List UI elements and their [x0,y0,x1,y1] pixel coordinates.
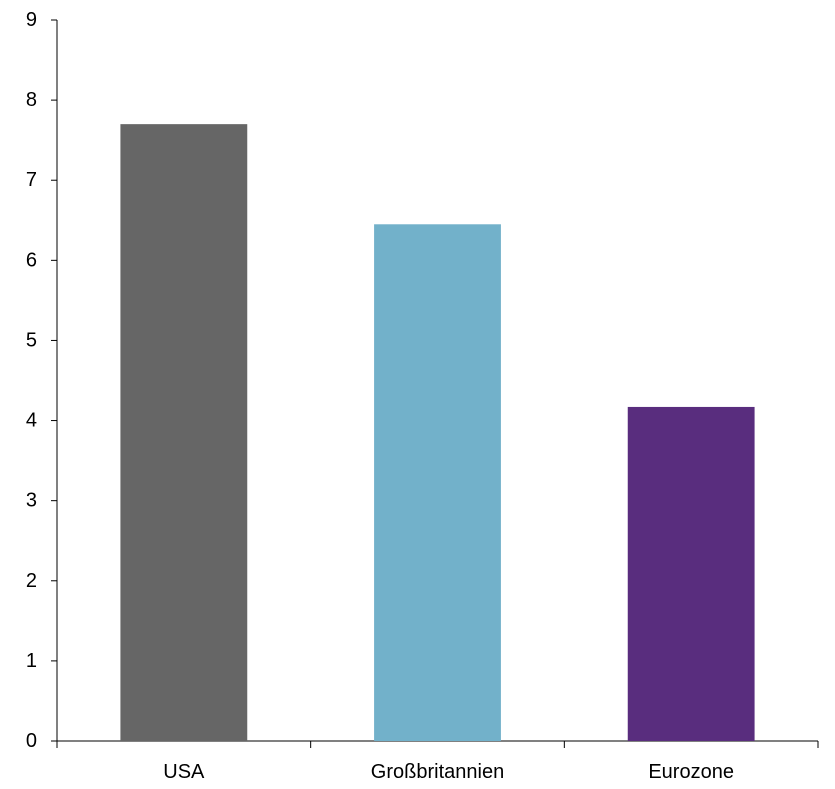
y-tick-label: 6 [26,249,37,271]
bar-gro-britannien [374,224,501,742]
y-tick-label: 8 [26,89,37,111]
x-category-label: Eurozone [648,761,734,783]
y-axis: 0 1 2 3 4 5 6 7 8 9 [26,9,58,752]
bar-usa [120,124,248,741]
y-tick-label: 2 [26,570,37,592]
x-axis: USA Großbritannien Eurozone [56,740,819,783]
y-tick-label: 1 [26,650,37,672]
y-tick-label: 0 [26,730,37,752]
bar-eurozone [627,406,755,741]
x-category-label: Großbritannien [371,761,504,783]
x-category-label: USA [163,761,205,783]
bars [120,124,755,742]
y-tick-label: 9 [26,9,37,31]
y-tick-label: 4 [26,410,37,432]
y-tick-label: 3 [26,490,37,512]
y-tick-label: 5 [26,329,37,351]
y-tick-label: 7 [26,169,37,191]
